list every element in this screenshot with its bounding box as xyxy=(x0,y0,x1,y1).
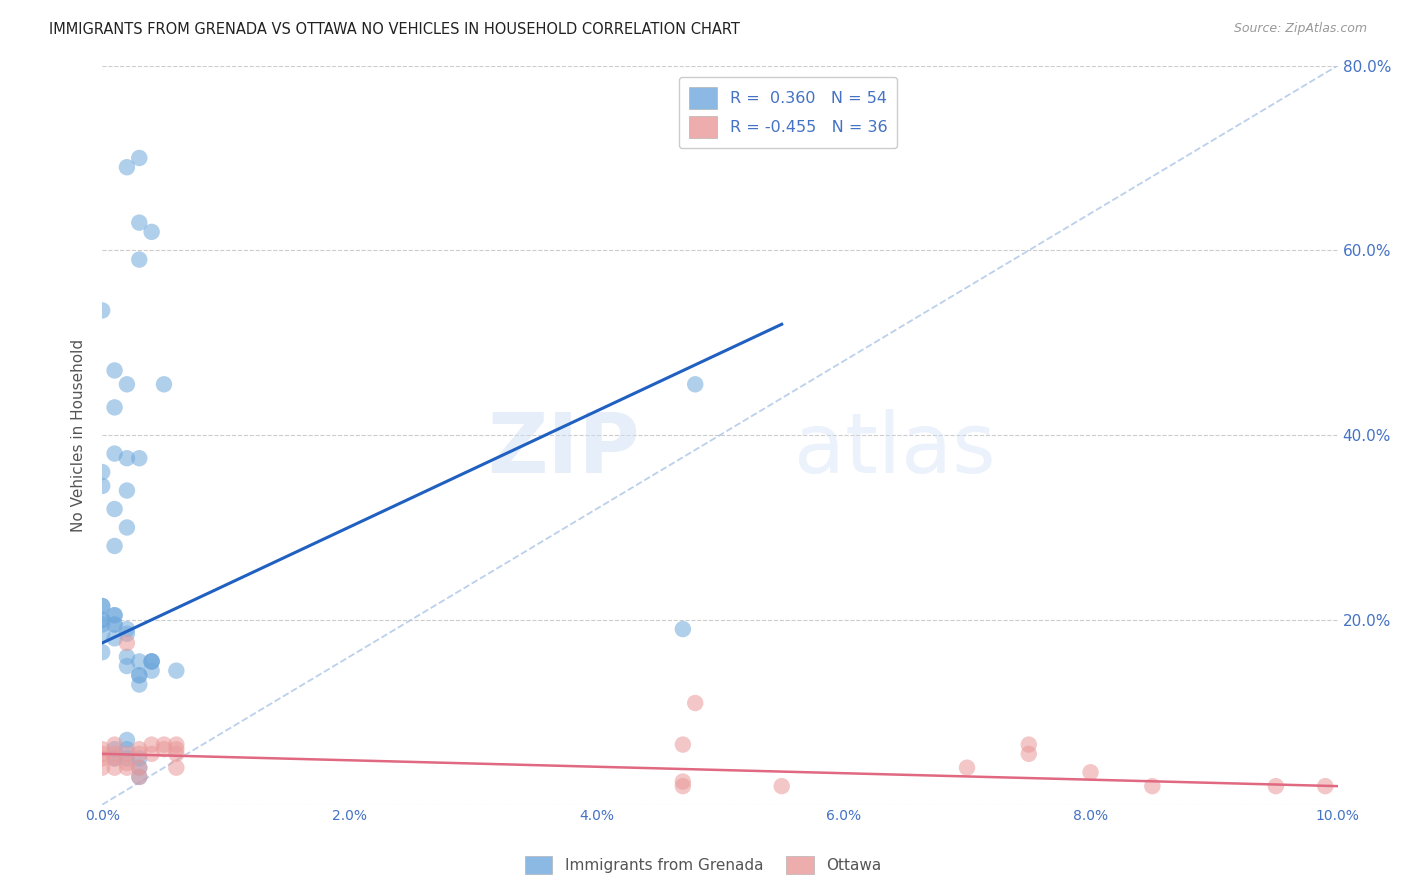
Point xyxy=(91,599,114,613)
Point xyxy=(128,747,150,761)
Point xyxy=(91,599,114,613)
Point xyxy=(141,655,163,669)
Point xyxy=(128,216,150,230)
Point xyxy=(115,751,138,765)
Point xyxy=(115,160,138,174)
Point xyxy=(1315,779,1337,793)
Point xyxy=(128,742,150,756)
Text: IMMIGRANTS FROM GRENADA VS OTTAWA NO VEHICLES IN HOUSEHOLD CORRELATION CHART: IMMIGRANTS FROM GRENADA VS OTTAWA NO VEH… xyxy=(49,22,740,37)
Point xyxy=(91,613,114,627)
Point xyxy=(115,659,138,673)
Point xyxy=(103,617,125,632)
Point xyxy=(128,761,150,775)
Point xyxy=(103,632,125,646)
Point xyxy=(770,779,793,793)
Point xyxy=(103,742,125,756)
Point xyxy=(672,779,695,793)
Point xyxy=(115,483,138,498)
Point xyxy=(115,733,138,747)
Point xyxy=(103,751,125,765)
Point xyxy=(103,502,125,516)
Point xyxy=(141,664,163,678)
Legend: R =  0.360   N = 54, R = -0.455   N = 36: R = 0.360 N = 54, R = -0.455 N = 36 xyxy=(679,78,897,148)
Point xyxy=(103,608,125,623)
Point xyxy=(165,761,187,775)
Point xyxy=(115,756,138,770)
Point xyxy=(91,761,114,775)
Point xyxy=(672,774,695,789)
Point xyxy=(165,742,187,756)
Point xyxy=(1264,779,1286,793)
Point xyxy=(683,377,706,392)
Point xyxy=(672,738,695,752)
Point xyxy=(91,465,114,479)
Point xyxy=(1018,747,1040,761)
Point xyxy=(103,617,125,632)
Point xyxy=(115,377,138,392)
Point xyxy=(103,747,125,761)
Y-axis label: No Vehicles in Household: No Vehicles in Household xyxy=(72,339,86,532)
Point xyxy=(103,447,125,461)
Point xyxy=(115,649,138,664)
Point xyxy=(128,151,150,165)
Point xyxy=(128,252,150,267)
Point xyxy=(153,738,176,752)
Point xyxy=(141,655,163,669)
Point xyxy=(141,225,163,239)
Point xyxy=(115,451,138,466)
Point xyxy=(1142,779,1164,793)
Point xyxy=(141,655,163,669)
Point xyxy=(115,742,138,756)
Point xyxy=(128,770,150,784)
Point xyxy=(141,747,163,761)
Point xyxy=(91,645,114,659)
Point xyxy=(103,751,125,765)
Point xyxy=(91,742,114,756)
Point xyxy=(683,696,706,710)
Text: atlas: atlas xyxy=(794,409,995,491)
Point xyxy=(91,751,114,765)
Point xyxy=(115,636,138,650)
Point xyxy=(1018,738,1040,752)
Text: Source: ZipAtlas.com: Source: ZipAtlas.com xyxy=(1233,22,1367,36)
Point xyxy=(91,479,114,493)
Point xyxy=(1080,765,1102,780)
Point xyxy=(165,747,187,761)
Point xyxy=(91,613,114,627)
Point xyxy=(103,363,125,377)
Point xyxy=(103,738,125,752)
Point xyxy=(141,738,163,752)
Point xyxy=(91,617,114,632)
Point xyxy=(128,677,150,691)
Point xyxy=(91,747,114,761)
Point xyxy=(128,655,150,669)
Point xyxy=(128,451,150,466)
Point xyxy=(153,742,176,756)
Point xyxy=(956,761,979,775)
Point xyxy=(103,608,125,623)
Point xyxy=(115,626,138,640)
Point xyxy=(103,401,125,415)
Point xyxy=(128,668,150,682)
Point xyxy=(103,539,125,553)
Point xyxy=(103,761,125,775)
Point xyxy=(165,738,187,752)
Point xyxy=(91,303,114,318)
Point xyxy=(128,668,150,682)
Point xyxy=(91,626,114,640)
Point xyxy=(115,622,138,636)
Point xyxy=(672,622,695,636)
Point xyxy=(153,377,176,392)
Point xyxy=(128,770,150,784)
Point xyxy=(165,664,187,678)
Point xyxy=(115,747,138,761)
Text: ZIP: ZIP xyxy=(486,409,640,491)
Point xyxy=(115,761,138,775)
Point xyxy=(128,751,150,765)
Point xyxy=(115,520,138,534)
Legend: Immigrants from Grenada, Ottawa: Immigrants from Grenada, Ottawa xyxy=(519,850,887,880)
Point xyxy=(128,761,150,775)
